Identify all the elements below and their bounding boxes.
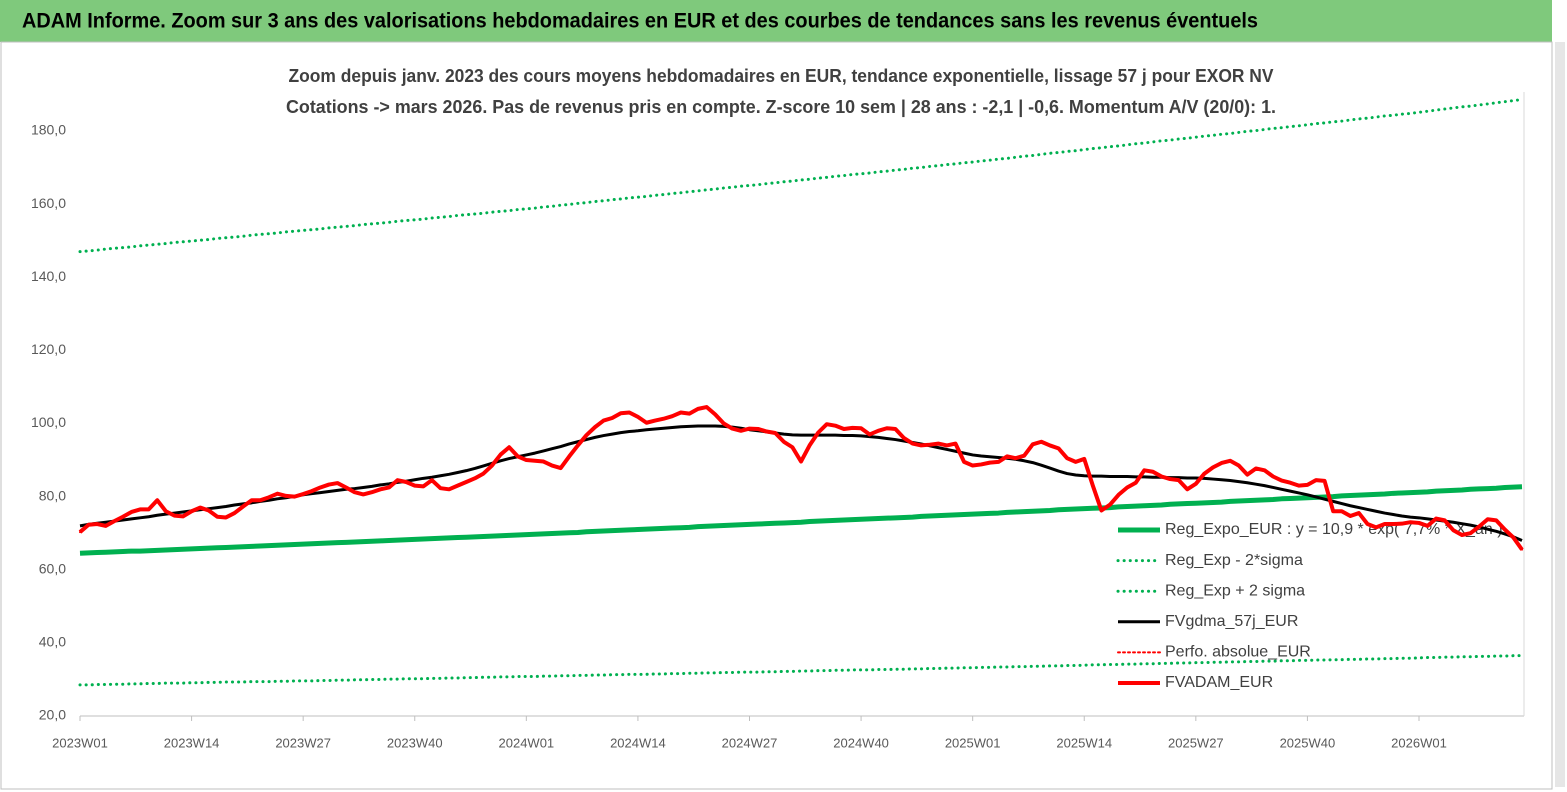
x-tick-label: 2023W40 xyxy=(387,735,443,750)
x-tick-label: 2026W01 xyxy=(1391,735,1447,750)
x-tick-label: 2024W14 xyxy=(610,735,666,750)
legend: Reg_Expo_EUR : y = 10,9 * exp( 7,7% * X_… xyxy=(1116,521,1503,691)
x-tick-label: 2023W01 xyxy=(52,735,108,750)
y-tick-label: 20,0 xyxy=(39,707,66,723)
series-line xyxy=(79,484,1523,556)
chart-frame xyxy=(0,41,1553,790)
x-tick-label: 2024W40 xyxy=(833,735,889,750)
legend-label: FVADAM_EUR xyxy=(1165,674,1273,691)
series-line xyxy=(78,654,1524,687)
legend-label: FVgdma_57j_EUR xyxy=(1165,613,1298,630)
x-tick-label: 2023W14 xyxy=(164,735,220,750)
x-tick-label: 2025W40 xyxy=(1280,735,1336,750)
x-tick-label: 2023W27 xyxy=(275,735,331,750)
legend-label: Reg_Exp + 2 sigma xyxy=(1165,582,1305,599)
y-tick-label: 60,0 xyxy=(39,560,66,576)
legend-label: Reg_Expo_EUR : y = 10,9 * exp( 7,7% * X_… xyxy=(1165,521,1503,538)
page-title: ADAM Informe. Zoom sur 3 ans des valoris… xyxy=(22,10,1258,33)
side-strip xyxy=(1555,42,1565,787)
y-tick-label: 160,0 xyxy=(31,195,66,211)
legend-label: Perfo. absolue_EUR xyxy=(1165,644,1311,661)
y-tick-label: 140,0 xyxy=(31,268,66,284)
series-line xyxy=(78,405,1524,551)
y-tick-label: 40,0 xyxy=(39,634,66,650)
y-tick-label: 120,0 xyxy=(31,341,66,357)
legend-label: Reg_Exp - 2*sigma xyxy=(1165,552,1303,569)
banner xyxy=(0,0,1552,42)
series-line xyxy=(78,98,1524,254)
chart-subtitle: Cotations -> mars 2026. Pas de revenus p… xyxy=(286,97,1276,117)
x-tick-label: 2024W01 xyxy=(499,735,555,750)
x-tick-label: 2025W14 xyxy=(1056,735,1112,750)
series-line xyxy=(79,424,1523,542)
y-tick-label: 180,0 xyxy=(31,122,66,138)
x-tick-label: 2025W01 xyxy=(945,735,1001,750)
y-tick-label: 100,0 xyxy=(31,414,66,430)
chart-title: Zoom depuis janv. 2023 des cours moyens … xyxy=(289,66,1274,86)
y-tick-label: 80,0 xyxy=(39,487,66,503)
x-tick-label: 2024W27 xyxy=(722,735,778,750)
x-tick-label: 2025W27 xyxy=(1168,735,1224,750)
plot-area xyxy=(78,98,1524,687)
